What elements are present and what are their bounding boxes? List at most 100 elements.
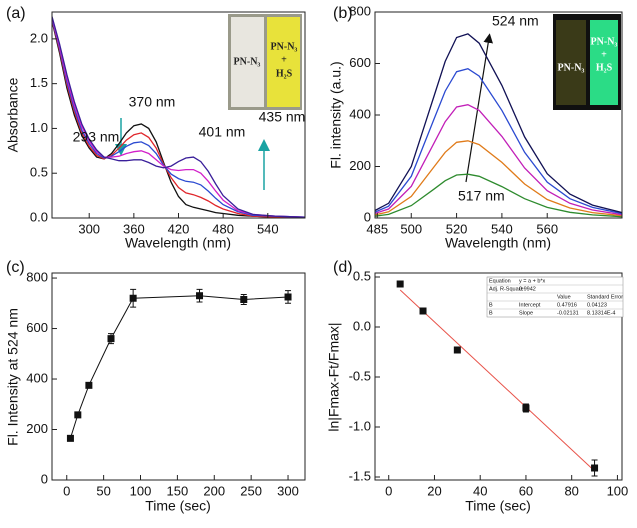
x-tick-label: 150	[167, 483, 189, 498]
annotation: 517 nm	[458, 188, 505, 204]
x-axis-label: Wavelength (nm)	[125, 235, 231, 251]
y-tick-label: 0.5	[30, 165, 48, 180]
y-tick-label: 0	[41, 471, 48, 486]
table-cell: Value	[557, 294, 571, 300]
inset-label: PN-N₃	[591, 36, 618, 47]
y-tick-label: 800	[26, 269, 48, 284]
y-tick-label: 600	[26, 320, 48, 335]
table-cell: Equation	[489, 278, 511, 284]
point	[419, 307, 427, 315]
x-tick-label: 80	[564, 483, 578, 498]
inset-label: H₂S	[596, 62, 613, 73]
point	[396, 280, 404, 288]
x-tick-label: 250	[240, 483, 262, 498]
series-line	[52, 16, 305, 218]
series-line	[69, 295, 289, 439]
point	[453, 346, 461, 354]
panel-label: (d)	[333, 259, 353, 276]
annotation: 293 nm	[73, 129, 120, 145]
y-axis-label: Fl. Intensity at 524 nm	[5, 308, 21, 446]
fit-table	[486, 276, 624, 318]
y-tick-label: -1.5	[349, 468, 371, 483]
y-tick-label: 2.0	[30, 30, 48, 45]
x-tick-label: 100	[607, 483, 629, 498]
point	[74, 411, 82, 419]
x-tick-label: 0	[63, 483, 70, 498]
table-cell: Adj. R-Square	[489, 286, 524, 292]
table-cell: B	[489, 310, 493, 316]
x-tick-label: 540	[257, 221, 279, 236]
x-tick-label: 520	[446, 221, 468, 236]
point	[107, 335, 115, 343]
point	[522, 404, 530, 412]
series-line	[52, 19, 305, 218]
y-tick-label: -1.0	[349, 418, 371, 433]
y-tick-label: 0.0	[30, 209, 48, 224]
y-axis-label: ln|Fmax-Ft/Fmax|	[326, 322, 342, 431]
y-tick-label: 1.0	[30, 120, 48, 135]
plot-area	[52, 16, 305, 218]
x-tick-label: 300	[78, 221, 100, 236]
x-tick-label: 500	[400, 221, 422, 236]
y-tick-label: 0.5	[353, 268, 371, 283]
table-cell: y = a + b*x	[519, 278, 546, 284]
inset-photo-a	[228, 14, 302, 110]
table-cell: 0.47916	[557, 302, 577, 308]
table-cell: Intercept	[519, 302, 541, 308]
x-axis-label: Time (sec)	[465, 498, 531, 514]
y-tick-label: 800	[349, 3, 371, 18]
annotation: 370 nm	[129, 94, 176, 110]
y-tick-label: 400	[349, 106, 371, 121]
inset-label: +	[281, 54, 287, 65]
table-cell: Standard Error	[587, 294, 623, 300]
point	[129, 294, 137, 302]
x-tick-label: 360	[123, 221, 145, 236]
table-cell: Slope	[519, 310, 533, 316]
y-axis-label: Fl. intensity (a.u.)	[328, 61, 344, 168]
point	[66, 434, 74, 442]
y-tick-label: 1.5	[30, 75, 48, 90]
series-line	[52, 17, 305, 218]
x-tick-label: 560	[536, 221, 558, 236]
x-tick-label: 480	[212, 221, 234, 236]
x-tick-label: 300	[277, 483, 299, 498]
plot-area	[375, 33, 622, 218]
series-line	[52, 19, 305, 218]
plot-area	[69, 295, 289, 439]
x-tick-label: 40	[473, 483, 487, 498]
point	[591, 464, 599, 472]
x-tick-label: 540	[491, 221, 513, 236]
series-line	[375, 140, 622, 217]
series-line	[399, 289, 595, 472]
panel-label: (c)	[6, 259, 25, 276]
plot-area	[399, 289, 595, 472]
panel-label: (a)	[6, 5, 26, 22]
x-tick-label: 200	[203, 483, 225, 498]
table-cell: B	[489, 302, 493, 308]
plot-frame	[51, 272, 306, 481]
x-tick-label: 0	[385, 483, 392, 498]
series-line	[375, 67, 622, 215]
inset-label: PN-N₃	[234, 56, 261, 67]
x-tick-label: 50	[96, 483, 110, 498]
inset-label: PN-N₃	[558, 62, 585, 73]
x-tick-label: 60	[519, 483, 533, 498]
inset-label: +	[601, 49, 607, 60]
x-tick-label: 100	[130, 483, 152, 498]
x-tick-label: 20	[427, 483, 441, 498]
series-line	[375, 173, 622, 218]
point	[240, 296, 248, 304]
point	[284, 293, 292, 301]
point	[85, 381, 93, 389]
x-axis-label: Wavelength (nm)	[445, 235, 551, 251]
x-tick-label: 485	[366, 221, 388, 236]
table-cell: 0.04123	[587, 302, 607, 308]
inset-label: H₂S	[276, 68, 293, 79]
inset-photo-b	[553, 14, 621, 110]
y-tick-label: 400	[26, 370, 48, 385]
y-axis-label: Absorbance	[5, 77, 21, 152]
x-tick-label: 420	[168, 221, 190, 236]
x-axis-label: Time (sec)	[145, 498, 211, 514]
inset-label: PN-N₃	[271, 41, 298, 52]
